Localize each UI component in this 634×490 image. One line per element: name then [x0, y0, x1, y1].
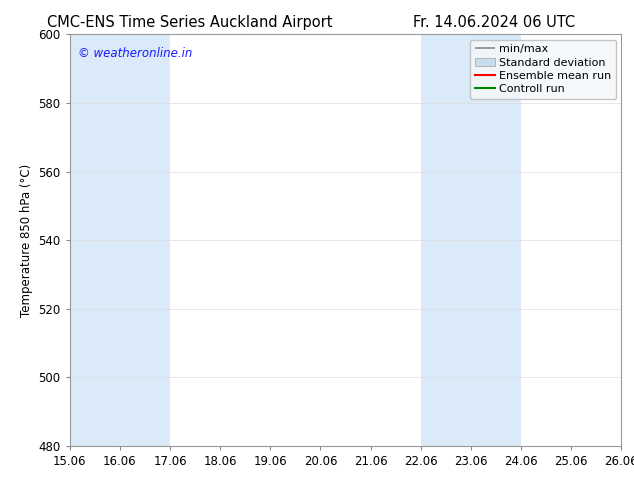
- Text: © weatheronline.in: © weatheronline.in: [78, 47, 192, 60]
- Bar: [70, 34, 170, 446]
- Text: CMC-ENS Time Series Auckland Airport: CMC-ENS Time Series Auckland Airport: [48, 15, 333, 30]
- Y-axis label: Temperature 850 hPa (°C): Temperature 850 hPa (°C): [20, 164, 33, 317]
- Bar: [621, 34, 634, 446]
- Text: Fr. 14.06.2024 06 UTC: Fr. 14.06.2024 06 UTC: [413, 15, 576, 30]
- Bar: [421, 34, 521, 446]
- Legend: min/max, Standard deviation, Ensemble mean run, Controll run: min/max, Standard deviation, Ensemble me…: [470, 40, 616, 99]
